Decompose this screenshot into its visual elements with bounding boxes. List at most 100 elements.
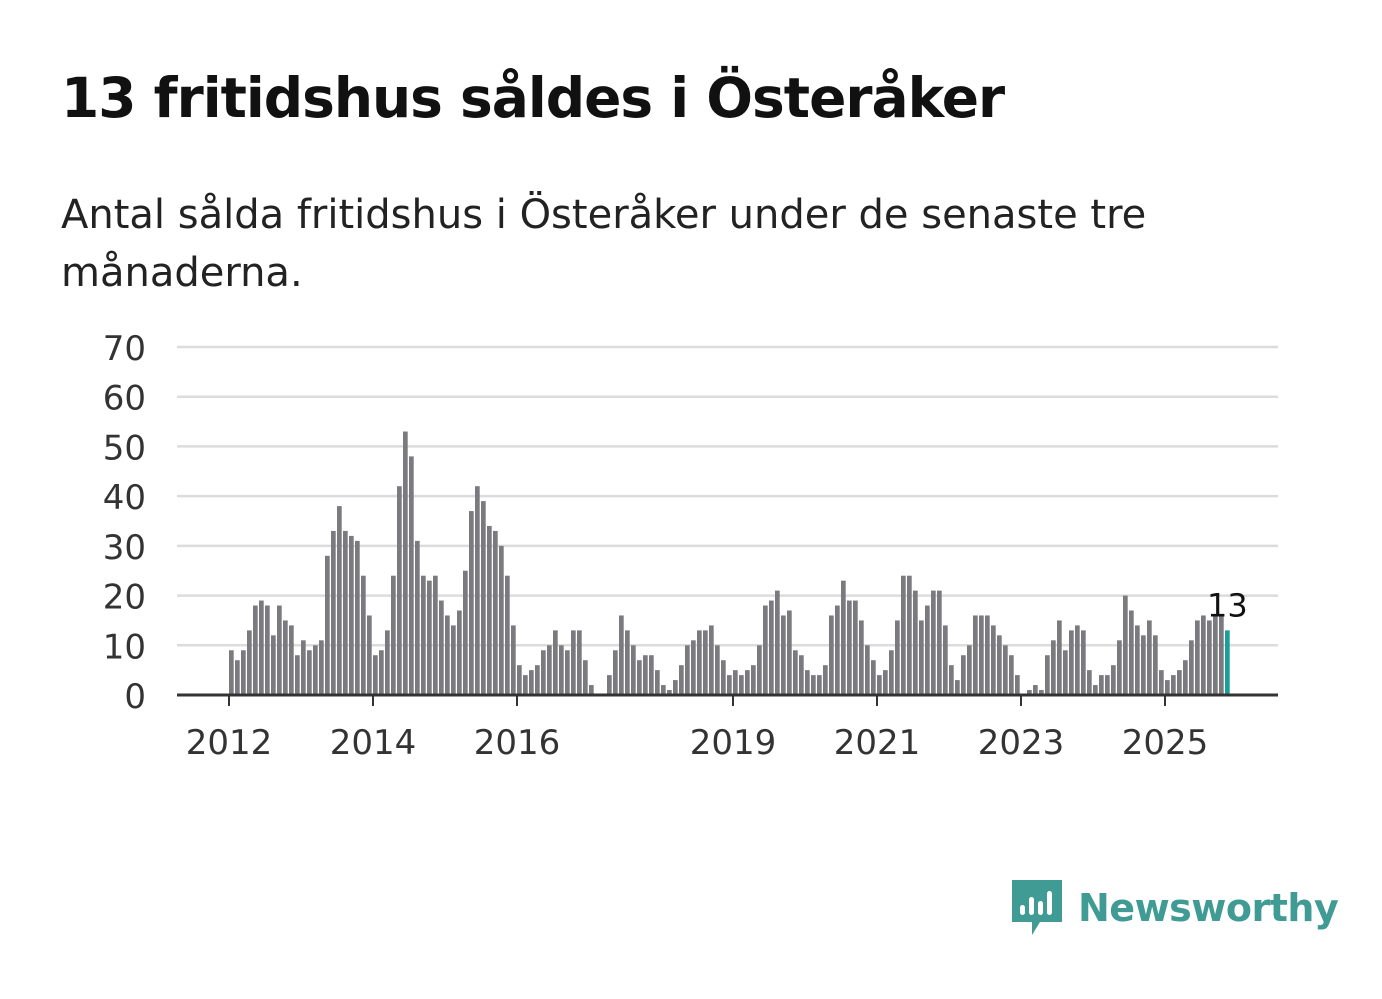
bar — [229, 650, 234, 695]
bar — [385, 630, 390, 695]
bar — [241, 650, 246, 695]
bar — [625, 630, 630, 695]
bar — [1171, 675, 1176, 695]
bar — [1135, 625, 1140, 695]
bar — [1123, 595, 1128, 695]
bar — [589, 685, 594, 695]
bar — [1111, 665, 1116, 695]
bar — [247, 630, 252, 695]
bars — [229, 431, 1230, 695]
x-tick-label: 2021 — [834, 723, 921, 763]
bar — [619, 615, 624, 695]
bar — [433, 575, 438, 695]
bar — [781, 615, 786, 695]
bar — [895, 620, 900, 695]
bar — [271, 635, 276, 695]
bar — [607, 675, 612, 695]
y-tick-label: 60 — [103, 379, 146, 419]
bar — [961, 655, 966, 695]
bar — [1177, 670, 1182, 695]
bar — [1045, 655, 1050, 695]
bar — [301, 640, 306, 695]
x-tick-label: 2016 — [474, 723, 561, 763]
bar — [1153, 635, 1158, 695]
data-label: 13 — [1207, 586, 1248, 624]
x-tick-label: 2019 — [690, 723, 777, 763]
bar — [421, 575, 426, 695]
bar — [991, 625, 996, 695]
bar — [649, 655, 654, 695]
bar — [841, 580, 846, 695]
bar — [853, 600, 858, 695]
bar — [703, 630, 708, 695]
bar — [715, 645, 720, 695]
bar — [253, 605, 258, 695]
bar — [235, 660, 240, 695]
bar — [889, 650, 894, 695]
bar — [1207, 620, 1212, 695]
bar — [859, 620, 864, 695]
bar — [289, 625, 294, 695]
bar — [523, 675, 528, 695]
bar — [331, 530, 336, 695]
bar — [541, 650, 546, 695]
x-tick-label: 2025 — [1122, 723, 1209, 763]
bar — [397, 486, 402, 695]
y-tick-label: 20 — [103, 578, 146, 618]
chart-bubble-icon — [1012, 880, 1062, 935]
bar — [487, 525, 492, 695]
bar — [949, 665, 954, 695]
bar — [1087, 670, 1092, 695]
bar — [325, 555, 330, 695]
bar — [319, 640, 324, 695]
bar — [355, 540, 360, 695]
bar — [517, 665, 522, 695]
gridlines — [177, 345, 1278, 647]
bar — [1033, 685, 1038, 695]
bar — [427, 580, 432, 695]
y-axis: 0 10 20 30 40 50 60 70 — [103, 329, 146, 717]
bar — [1015, 675, 1020, 695]
bar — [745, 670, 750, 695]
bar — [661, 685, 666, 695]
bar — [733, 670, 738, 695]
bar — [907, 575, 912, 695]
bar — [823, 665, 828, 695]
bar — [391, 575, 396, 695]
bar — [337, 506, 342, 695]
y-tick-label: 40 — [103, 478, 146, 518]
bar-highlight — [1225, 630, 1230, 695]
bar — [535, 665, 540, 695]
bar — [913, 590, 918, 695]
bar — [1201, 615, 1206, 695]
bar — [511, 625, 516, 695]
newsworthy-logo: Newsworthy — [1010, 876, 1339, 940]
bar — [931, 590, 936, 695]
bar — [529, 670, 534, 695]
bar — [1183, 660, 1188, 695]
bar — [1219, 615, 1224, 695]
bar — [1051, 640, 1056, 695]
bar — [727, 675, 732, 695]
bar — [775, 590, 780, 695]
bar — [835, 605, 840, 695]
bar — [685, 645, 690, 695]
bar — [877, 675, 882, 695]
bar — [583, 660, 588, 695]
bar — [937, 590, 942, 695]
bar — [769, 600, 774, 695]
bar — [1105, 675, 1110, 695]
bar — [451, 625, 456, 695]
bar — [415, 540, 420, 695]
bar — [787, 610, 792, 695]
x-tick-label: 2014 — [330, 723, 417, 763]
bar — [655, 670, 660, 695]
bar — [481, 501, 486, 695]
x-tick-label: 2023 — [978, 723, 1065, 763]
bar — [343, 530, 348, 695]
bar — [409, 456, 414, 695]
bar — [1099, 675, 1104, 695]
bar — [1069, 630, 1074, 695]
bar — [817, 675, 822, 695]
bar — [637, 660, 642, 695]
